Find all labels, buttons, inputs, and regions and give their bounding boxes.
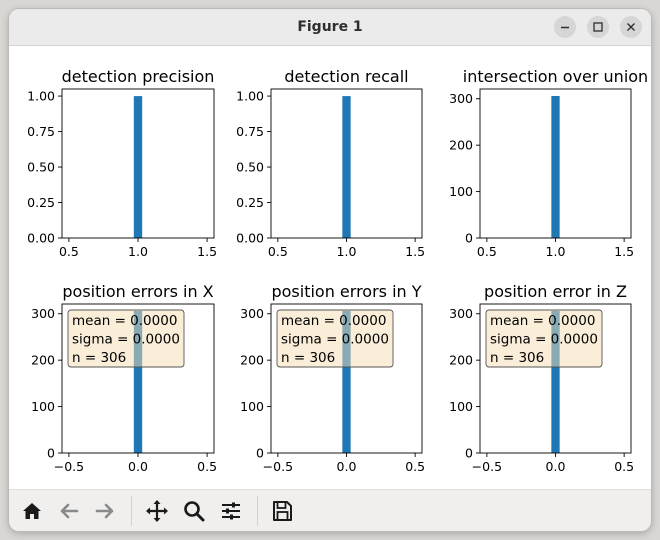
y-tick-label: 0 (256, 446, 264, 461)
back-button[interactable] (55, 498, 83, 524)
y-tick-label: 1.00 (27, 89, 55, 104)
y-tick-label: 0.50 (236, 160, 264, 175)
plots-svg: detection precision0.000.250.500.751.000… (27, 67, 648, 474)
y-tick-label: 1.00 (236, 89, 264, 104)
y-tick-label: 100 (449, 184, 473, 199)
minimize-icon (561, 26, 569, 29)
y-tick-label: 0.00 (27, 231, 55, 246)
stats-annotation-box (67, 309, 185, 368)
x-tick-label: 0.5 (477, 244, 497, 259)
y-tick-label: 300 (449, 91, 473, 106)
y-tick-label: 0.75 (236, 124, 264, 139)
y-tick-label: 0.25 (236, 195, 264, 210)
y-tick-label: 0.50 (27, 160, 55, 175)
minimize-button[interactable] (554, 16, 576, 38)
y-tick-label: 100 (31, 399, 55, 414)
subplot-title: intersection over union (463, 67, 648, 86)
stats-annotation-line: n = 306 (490, 350, 544, 366)
configure-subplots-icon (222, 502, 240, 520)
stats-annotation-line: mean = 0.0000 (490, 313, 595, 329)
x-tick-label: 0.0 (128, 459, 148, 474)
subplot-title: position errors in X (62, 282, 213, 301)
y-tick-label: 300 (31, 306, 55, 321)
zoom-button[interactable] (180, 498, 208, 524)
maximize-icon (593, 22, 603, 32)
histogram-bar (342, 310, 351, 453)
y-tick-label: 100 (449, 399, 473, 414)
toolbar-separator (257, 496, 258, 526)
stats-annotation-line: sigma = 0.0000 (490, 332, 598, 348)
stats-annotation-line: mean = 0.0000 (72, 313, 177, 329)
maximize-button[interactable] (587, 16, 609, 38)
stats-annotation-line: sigma = 0.0000 (72, 332, 180, 348)
save-button[interactable] (268, 498, 296, 524)
x-tick-label: 1.5 (614, 244, 634, 259)
x-tick-label: 0.0 (337, 459, 357, 474)
save-icon (273, 501, 292, 521)
configure-subplots-button[interactable] (217, 498, 245, 524)
x-tick-label: 1.5 (405, 244, 425, 259)
zoom-icon (184, 501, 205, 522)
y-tick-label: 0 (47, 446, 55, 461)
stats-annotation-box (485, 309, 603, 368)
home-button[interactable] (18, 498, 46, 524)
close-icon (627, 23, 635, 31)
x-tick-label: 0.5 (197, 459, 217, 474)
x-tick-label: 1.5 (197, 244, 217, 259)
y-tick-label: 0.25 (27, 195, 55, 210)
y-tick-label: 300 (449, 306, 473, 321)
x-tick-label: 0.0 (546, 459, 566, 474)
stats-annotation-line: mean = 0.0000 (281, 313, 386, 329)
histogram-bar (133, 96, 143, 238)
figure-canvas[interactable]: detection precision 0.00 0.25 0.50 0.75 1.00 0… (9, 46, 651, 489)
y-tick-label: 200 (31, 353, 55, 368)
forward-icon (95, 503, 114, 519)
histogram-bar (551, 310, 560, 453)
y-tick-label: 0.75 (27, 124, 55, 139)
y-tick-label: 0 (465, 446, 473, 461)
subplot-title: detection recall (284, 67, 408, 86)
figure-window: Figure 1 detection precision 0.00 0.25 0.50… (9, 9, 651, 531)
pan-button[interactable] (143, 498, 171, 524)
histogram-bar (342, 96, 351, 238)
toolbar-separator (131, 496, 132, 526)
subplot-title: position error in Z (484, 282, 627, 301)
x-tick-label: 0.5 (614, 459, 634, 474)
x-tick-label: −0.5 (472, 459, 502, 474)
close-button[interactable] (620, 16, 642, 38)
histogram-bar (551, 95, 560, 238)
titlebar: Figure 1 (9, 9, 651, 46)
x-tick-label: 0.5 (405, 459, 425, 474)
y-tick-label: 100 (240, 399, 264, 414)
home-icon (23, 503, 41, 519)
subplot-title: position errors in Y (271, 282, 421, 301)
back-icon (60, 503, 79, 519)
y-tick-label: 200 (240, 353, 264, 368)
x-tick-label: 0.5 (268, 244, 288, 259)
y-tick-label: 0 (465, 231, 473, 246)
x-tick-label: −0.5 (54, 459, 84, 474)
y-tick-label: 200 (449, 353, 473, 368)
x-tick-label: 0.5 (59, 244, 79, 259)
x-tick-label: 1.0 (546, 244, 566, 259)
window-title: Figure 1 (297, 19, 363, 35)
y-tick-label: 0.00 (236, 231, 264, 246)
y-tick-label: 200 (449, 138, 473, 153)
pan-icon (146, 500, 168, 522)
stats-annotation-line: n = 306 (281, 350, 335, 366)
x-tick-label: −0.5 (263, 459, 293, 474)
stats-annotation-box (276, 309, 394, 368)
navigation-toolbar (9, 489, 651, 531)
histogram-bar (133, 310, 143, 453)
forward-button[interactable] (91, 498, 119, 524)
subplot-title: detection precision (62, 67, 215, 86)
stats-annotation-line: sigma = 0.0000 (281, 332, 389, 348)
y-tick-label: 300 (240, 306, 264, 321)
stats-annotation-line: n = 306 (72, 350, 126, 366)
x-tick-label: 1.0 (337, 244, 357, 259)
x-tick-label: 1.0 (128, 244, 148, 259)
